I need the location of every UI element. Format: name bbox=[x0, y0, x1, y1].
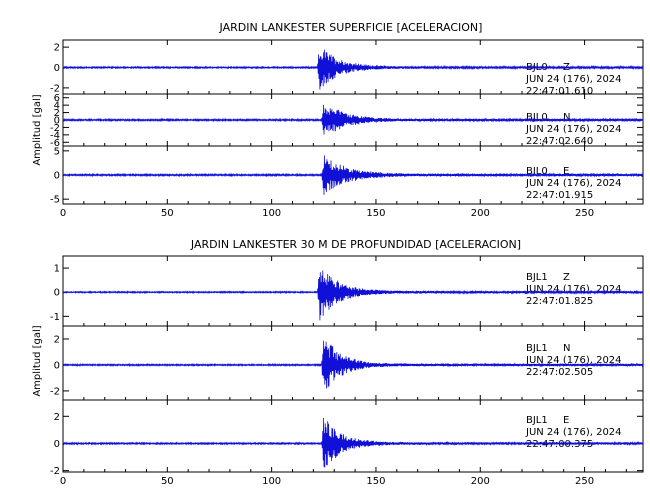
x-tick-label: 250 bbox=[575, 476, 594, 487]
y-tick-label: 0 bbox=[54, 171, 60, 182]
y-axis-label-depth: Amplitud [gal] bbox=[32, 325, 43, 396]
component-label: Z bbox=[563, 272, 570, 283]
station-label: BJL0 bbox=[526, 112, 548, 123]
y-tick-label: 6 bbox=[54, 93, 60, 104]
y-tick-label: -2 bbox=[50, 466, 60, 477]
y-tick-label: 5 bbox=[54, 146, 60, 157]
y-tick-label: -4 bbox=[50, 130, 60, 141]
date-label: JUN 24 (176), 2024 bbox=[525, 74, 622, 85]
x-tick-label: 0 bbox=[60, 208, 66, 219]
x-tick-label: 100 bbox=[262, 208, 281, 219]
y-tick-label: -6 bbox=[50, 138, 60, 149]
y-tick-label: -2 bbox=[50, 123, 60, 134]
x-tick-label: 200 bbox=[471, 208, 490, 219]
y-tick-label: -2 bbox=[50, 386, 60, 397]
time-label: 22:47:02.640 bbox=[526, 136, 593, 147]
y-tick-label: 2 bbox=[54, 412, 60, 423]
y-tick-label: 2 bbox=[54, 43, 60, 54]
waveform-trace bbox=[62, 104, 644, 135]
time-label: 22:47:01.825 bbox=[526, 296, 593, 307]
chart-title-depth: JARDIN LANKESTER 30 M DE PROFUNDIDAD [AC… bbox=[190, 238, 521, 251]
waveform-trace bbox=[62, 270, 644, 321]
waveform-trace bbox=[62, 49, 644, 90]
y-tick-label: 0 bbox=[54, 360, 60, 371]
panel-bjl1-z: BJL1 Z JUN 24 (176), 2024 22:47:01.825 bbox=[525, 272, 622, 307]
y-tick-label: 2 bbox=[54, 108, 60, 119]
component-label: N bbox=[563, 343, 570, 354]
station-label: BJL1 bbox=[526, 343, 548, 354]
panel-bjl1-n: BJL1 N JUN 24 (176), 2024 22:47:02.505 bbox=[525, 343, 622, 378]
station-label: BJL1 bbox=[526, 415, 548, 426]
y-tick-label: -5 bbox=[50, 195, 60, 206]
panel-frame bbox=[62, 399, 644, 473]
x-tick-label: 200 bbox=[471, 476, 490, 487]
chart-depth: JARDIN LANKESTER 30 M DE PROFUNDIDAD [AC… bbox=[32, 238, 644, 487]
x-tick-label: 250 bbox=[575, 208, 594, 219]
component-label: E bbox=[563, 415, 569, 426]
time-label: 22:47:01.610 bbox=[526, 86, 593, 97]
panel-bjl0-e: BJL0 E JUN 24 (176), 2024 22:47:01.915 bbox=[525, 166, 622, 201]
waveform-trace bbox=[62, 155, 644, 195]
y-tick-label: 2 bbox=[54, 334, 60, 345]
y-tick-label: 0 bbox=[54, 439, 60, 450]
time-label: 22:47:02.505 bbox=[526, 367, 593, 378]
date-label: JUN 24 (176), 2024 bbox=[525, 124, 622, 135]
y-tick-label: 0 bbox=[54, 288, 60, 299]
x-tick-label: 50 bbox=[161, 476, 174, 487]
date-label: JUN 24 (176), 2024 bbox=[525, 355, 622, 366]
x-tick-label: 0 bbox=[60, 476, 66, 487]
chart-surface: JARDIN LANKESTER SUPERFICIE [ACELERACION… bbox=[32, 21, 644, 219]
y-tick-label: 0 bbox=[54, 63, 60, 74]
x-tick-label: 50 bbox=[161, 208, 174, 219]
station-label: BJL1 bbox=[526, 272, 548, 283]
panel-bjl0-n: BJL0 N JUN 24 (176), 2024 22:47:02.640 bbox=[525, 112, 622, 147]
station-label: BJL0 bbox=[526, 166, 548, 177]
y-tick-label: 0 bbox=[54, 116, 60, 127]
y-axis-label-surface: Amplitud [gal] bbox=[32, 94, 43, 165]
time-label: 22:47:00.375 bbox=[526, 439, 593, 450]
x-tick-label: 150 bbox=[366, 476, 385, 487]
component-label: N bbox=[563, 112, 570, 123]
y-tick-label: 4 bbox=[54, 101, 60, 112]
date-label: JUN 24 (176), 2024 bbox=[525, 284, 622, 295]
x-tick-label: 100 bbox=[262, 476, 281, 487]
time-label: 22:47:01.915 bbox=[526, 190, 593, 201]
panel-bjl1-e: BJL1 E JUN 24 (176), 2024 22:47:00.375 bbox=[525, 415, 622, 450]
date-label: JUN 24 (176), 2024 bbox=[525, 427, 622, 438]
y-tick-label: 1 bbox=[54, 264, 60, 275]
component-label: E bbox=[563, 166, 569, 177]
date-label: JUN 24 (176), 2024 bbox=[525, 178, 622, 189]
waveform-trace bbox=[62, 340, 644, 389]
y-tick-label: -2 bbox=[50, 83, 60, 94]
waveform-trace bbox=[62, 417, 644, 468]
x-tick-label: 150 bbox=[366, 208, 385, 219]
chart-title-surface: JARDIN LANKESTER SUPERFICIE [ACELERACION… bbox=[219, 21, 483, 34]
y-tick-label: -1 bbox=[50, 312, 60, 323]
